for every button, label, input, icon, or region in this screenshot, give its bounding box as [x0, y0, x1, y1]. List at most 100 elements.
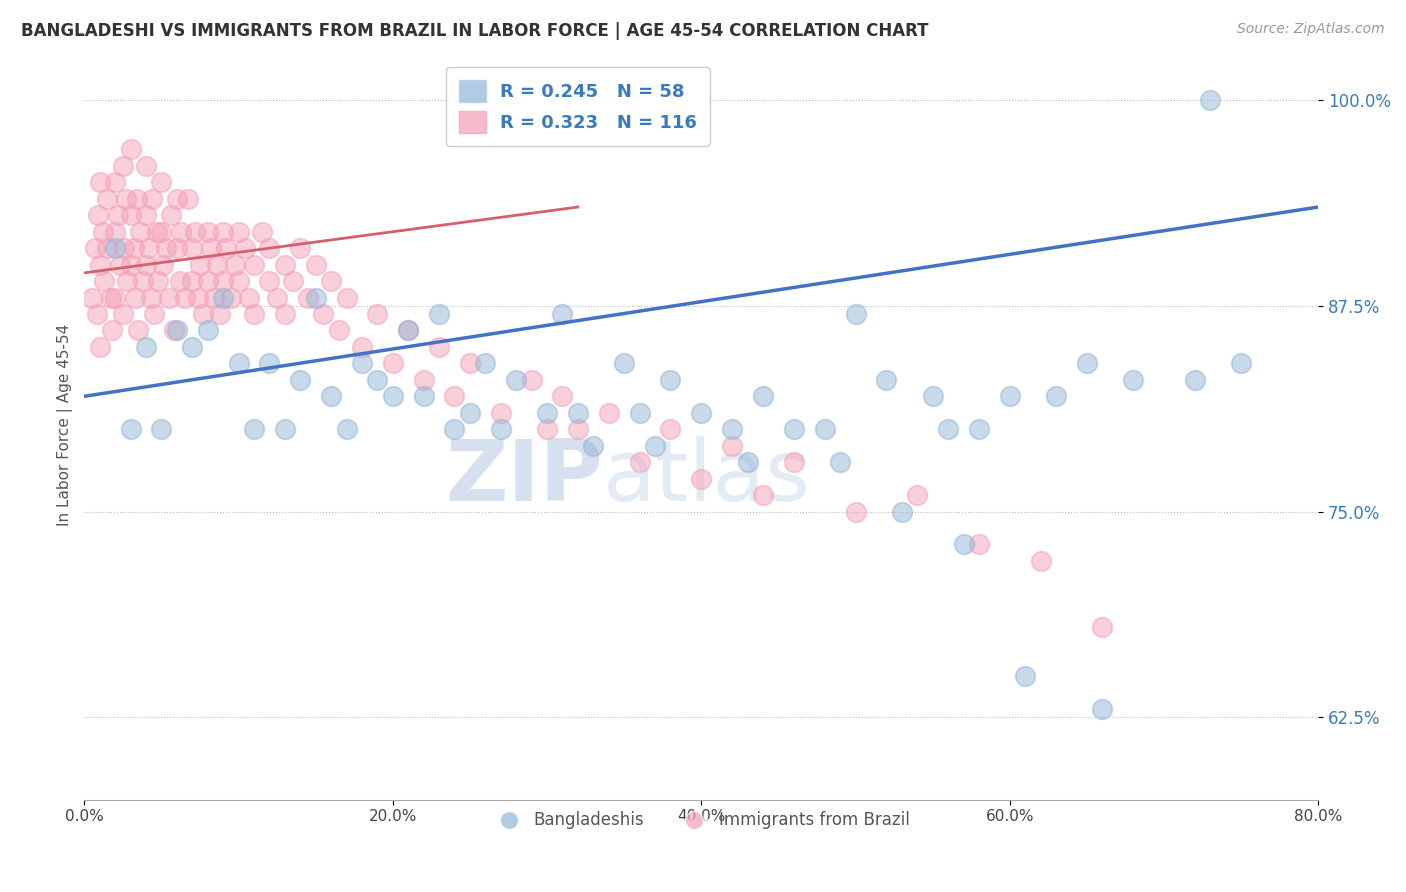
- Point: [146, 225, 169, 239]
- Point: [1184, 373, 1206, 387]
- Point: [228, 274, 250, 288]
- Point: [266, 291, 288, 305]
- Point: [520, 373, 543, 387]
- Point: [89, 340, 111, 354]
- Y-axis label: In Labor Force | Age 45-54: In Labor Force | Age 45-54: [58, 324, 73, 526]
- Point: [115, 192, 138, 206]
- Point: [111, 159, 134, 173]
- Point: [1091, 620, 1114, 634]
- Point: [443, 422, 465, 436]
- Point: [396, 323, 419, 337]
- Point: [104, 175, 127, 189]
- Point: [489, 406, 512, 420]
- Point: [443, 389, 465, 403]
- Point: [150, 422, 173, 436]
- Point: [567, 406, 589, 420]
- Point: [120, 258, 142, 272]
- Point: [101, 323, 124, 337]
- Point: [1091, 702, 1114, 716]
- Point: [117, 274, 139, 288]
- Point: [112, 241, 135, 255]
- Point: [381, 356, 404, 370]
- Point: [297, 291, 319, 305]
- Point: [166, 241, 188, 255]
- Point: [173, 291, 195, 305]
- Point: [783, 455, 806, 469]
- Point: [783, 422, 806, 436]
- Point: [84, 241, 107, 255]
- Point: [150, 175, 173, 189]
- Point: [721, 422, 744, 436]
- Point: [89, 258, 111, 272]
- Point: [644, 439, 666, 453]
- Point: [124, 291, 146, 305]
- Point: [181, 274, 204, 288]
- Point: [319, 274, 342, 288]
- Point: [243, 307, 266, 321]
- Point: [224, 258, 246, 272]
- Point: [120, 422, 142, 436]
- Point: [844, 307, 866, 321]
- Text: Source: ZipAtlas.com: Source: ZipAtlas.com: [1237, 22, 1385, 37]
- Point: [181, 340, 204, 354]
- Point: [690, 406, 713, 420]
- Point: [582, 439, 605, 453]
- Point: [135, 258, 157, 272]
- Point: [890, 504, 912, 518]
- Point: [250, 225, 273, 239]
- Point: [458, 406, 481, 420]
- Point: [219, 291, 242, 305]
- Point: [598, 406, 620, 420]
- Point: [163, 323, 186, 337]
- Point: [104, 225, 127, 239]
- Point: [551, 307, 574, 321]
- Point: [721, 439, 744, 453]
- Point: [551, 389, 574, 403]
- Point: [166, 192, 188, 206]
- Point: [659, 373, 682, 387]
- Point: [139, 291, 162, 305]
- Point: [111, 307, 134, 321]
- Point: [1014, 669, 1036, 683]
- Point: [335, 422, 357, 436]
- Point: [87, 208, 110, 222]
- Point: [366, 373, 388, 387]
- Point: [125, 192, 148, 206]
- Point: [135, 208, 157, 222]
- Point: [104, 291, 127, 305]
- Point: [412, 389, 434, 403]
- Point: [290, 241, 312, 255]
- Point: [905, 488, 928, 502]
- Point: [181, 241, 204, 255]
- Point: [259, 274, 281, 288]
- Point: [122, 241, 145, 255]
- Point: [142, 307, 165, 321]
- Point: [752, 488, 775, 502]
- Text: atlas: atlas: [603, 436, 811, 519]
- Point: [536, 422, 558, 436]
- Point: [212, 274, 235, 288]
- Point: [752, 389, 775, 403]
- Point: [1076, 356, 1098, 370]
- Point: [120, 143, 142, 157]
- Point: [628, 455, 651, 469]
- Point: [150, 225, 173, 239]
- Point: [952, 537, 974, 551]
- Point: [243, 422, 266, 436]
- Point: [91, 225, 114, 239]
- Point: [427, 307, 450, 321]
- Point: [228, 225, 250, 239]
- Point: [93, 274, 115, 288]
- Point: [228, 356, 250, 370]
- Point: [187, 291, 209, 305]
- Point: [176, 192, 198, 206]
- Point: [96, 241, 118, 255]
- Point: [1029, 554, 1052, 568]
- Point: [814, 422, 837, 436]
- Point: [233, 241, 256, 255]
- Point: [536, 406, 558, 420]
- Point: [312, 307, 335, 321]
- Point: [208, 307, 231, 321]
- Point: [212, 225, 235, 239]
- Point: [188, 258, 211, 272]
